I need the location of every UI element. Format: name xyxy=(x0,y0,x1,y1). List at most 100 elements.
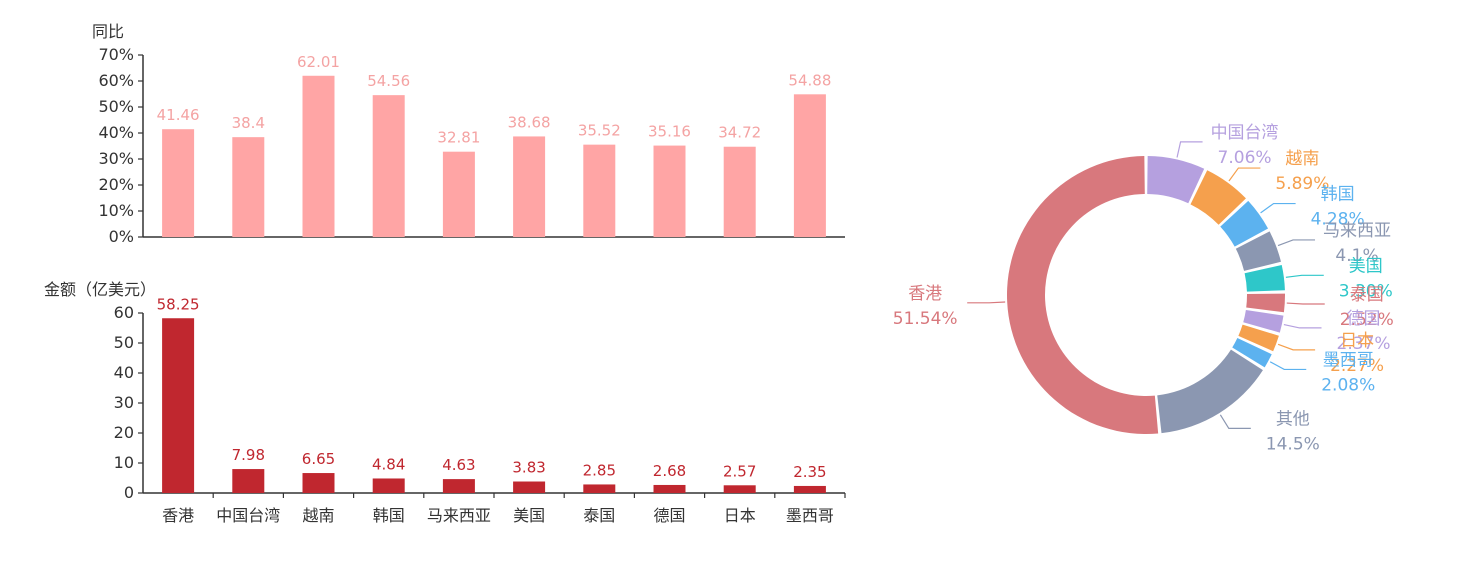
pie-slice-name: 其他 xyxy=(1276,409,1310,429)
bar-value-label: 6.65 xyxy=(302,450,335,468)
yoy-bar-chart: 同比 0% 10% 20% 30% 40% 50% 60% 70% 41.46 38.4 62.01… xyxy=(92,22,845,246)
bar-value-label: 32.81 xyxy=(437,129,480,147)
bar-value-label: 54.56 xyxy=(367,72,410,90)
pie-slice xyxy=(1243,309,1284,333)
bar-value-label: 2.57 xyxy=(723,462,756,480)
pie-slice xyxy=(1220,200,1269,247)
bar xyxy=(302,473,335,493)
bar xyxy=(232,469,265,493)
bar xyxy=(793,94,826,237)
pie-slice-name: 日本 xyxy=(1340,331,1374,351)
bar-value-label: 4.84 xyxy=(372,455,405,473)
x-category-label: 韩国 xyxy=(373,506,405,525)
y-tick-label: 20 xyxy=(114,423,134,442)
y-tick-label: 30 xyxy=(114,393,134,412)
bar xyxy=(232,137,265,237)
pie-slice-percent: 4.1% xyxy=(1335,246,1378,266)
pie-leader-line xyxy=(1228,167,1261,182)
amount-bar-chart: 金额（亿美元） 0 10 20 30 40 50 60 58.25 香港 7.98 中国台湾 6.65… xyxy=(44,280,846,525)
y-tick-label: 10 xyxy=(114,453,134,472)
bar-value-label: 54.88 xyxy=(788,71,831,89)
pie-slice xyxy=(1232,338,1272,368)
pie-slice-percent: 14.5% xyxy=(1266,434,1320,454)
bar-value-label: 2.35 xyxy=(793,463,826,481)
pie-slice-percent: 2.52% xyxy=(1340,310,1394,330)
y-tick-label: 20% xyxy=(98,175,134,194)
x-category-label: 越南 xyxy=(302,506,334,525)
bar-value-label: 62.01 xyxy=(297,53,340,71)
bar xyxy=(723,485,756,493)
pie-slice-name: 美国 xyxy=(1349,256,1383,276)
bar-value-label: 58.25 xyxy=(157,295,200,313)
pie-slice-percent: 2.37% xyxy=(1337,334,1391,354)
bar-value-label: 38.68 xyxy=(508,113,551,131)
top-y-axis-title: 同比 xyxy=(92,22,124,41)
x-category-label: 日本 xyxy=(724,506,756,525)
bar xyxy=(302,75,335,237)
y-tick-label: 60 xyxy=(114,303,134,322)
bar-value-label: 2.68 xyxy=(653,462,686,480)
y-tick-label: 70% xyxy=(98,45,134,64)
pie-leader-line xyxy=(1277,239,1316,247)
y-tick-label: 0% xyxy=(109,227,134,246)
pie-slice xyxy=(1244,265,1285,292)
x-category-label: 泰国 xyxy=(583,506,615,525)
pie-slice-name: 墨西哥 xyxy=(1323,350,1374,370)
pie-slice-percent: 7.06% xyxy=(1218,148,1272,168)
y-tick-label: 40 xyxy=(114,363,134,382)
bar xyxy=(372,478,405,493)
pie-leader-line xyxy=(967,301,1006,304)
pie-slice xyxy=(1238,324,1279,352)
bar xyxy=(583,484,616,493)
bottom-y-axis-title: 金额（亿美元） xyxy=(44,280,156,299)
bar-value-label: 38.4 xyxy=(232,114,265,132)
bar xyxy=(583,144,616,237)
pie-leader-line xyxy=(1176,141,1203,158)
bar xyxy=(793,485,826,493)
pie-slice-name: 越南 xyxy=(1285,149,1319,169)
x-category-label: 美国 xyxy=(513,506,545,525)
pie-leader-line xyxy=(1260,202,1296,214)
bar-value-label: 41.46 xyxy=(157,106,200,124)
pie-leader-line xyxy=(1269,361,1307,371)
pie-slice-percent: 4.28% xyxy=(1311,210,1365,230)
pie-slice-name: 韩国 xyxy=(1321,185,1355,205)
bar xyxy=(442,151,475,237)
x-category-label: 德国 xyxy=(653,506,685,525)
bar-value-label: 7.98 xyxy=(232,446,265,464)
y-tick-label: 40% xyxy=(98,123,134,142)
bar xyxy=(723,146,756,237)
bar xyxy=(653,145,686,237)
x-category-label: 马来西亚 xyxy=(427,506,491,525)
bar-value-label: 35.16 xyxy=(648,123,691,141)
pie-slice xyxy=(1147,156,1205,204)
pie-slice xyxy=(1235,231,1281,271)
pie-leader-line xyxy=(1283,323,1322,329)
y-tick-label: 0 xyxy=(124,483,134,502)
y-tick-label: 60% xyxy=(98,71,134,90)
bar xyxy=(372,95,405,237)
y-tick-label: 50% xyxy=(98,97,134,116)
bar xyxy=(162,318,195,493)
pie-leader-line xyxy=(1277,343,1316,351)
pie-slice-name: 香港 xyxy=(908,284,942,304)
share-donut-chart: 香港 51.54% 中国台湾 7.06% 越南 5.89%韩国 4.28%马来西亚 4.1%美… xyxy=(893,123,1394,455)
pie-slice xyxy=(1246,293,1286,313)
pie-leader-line xyxy=(1286,302,1325,305)
bar xyxy=(653,484,686,493)
x-category-label: 中国台湾 xyxy=(216,506,280,525)
bar-value-label: 35.52 xyxy=(578,122,621,140)
bar xyxy=(162,129,195,237)
pie-leader-line xyxy=(1219,414,1251,429)
pie-slice xyxy=(1006,156,1159,435)
y-tick-label: 50 xyxy=(114,333,134,352)
bar xyxy=(513,136,546,237)
bar xyxy=(442,479,475,493)
pie-slice-percent: 2.27% xyxy=(1330,356,1384,376)
pie-slice-name: 马来西亚 xyxy=(1323,221,1391,241)
pie-leader-line xyxy=(1285,274,1324,278)
bar-value-label: 2.85 xyxy=(583,461,616,479)
bar-value-label: 34.72 xyxy=(718,124,761,142)
